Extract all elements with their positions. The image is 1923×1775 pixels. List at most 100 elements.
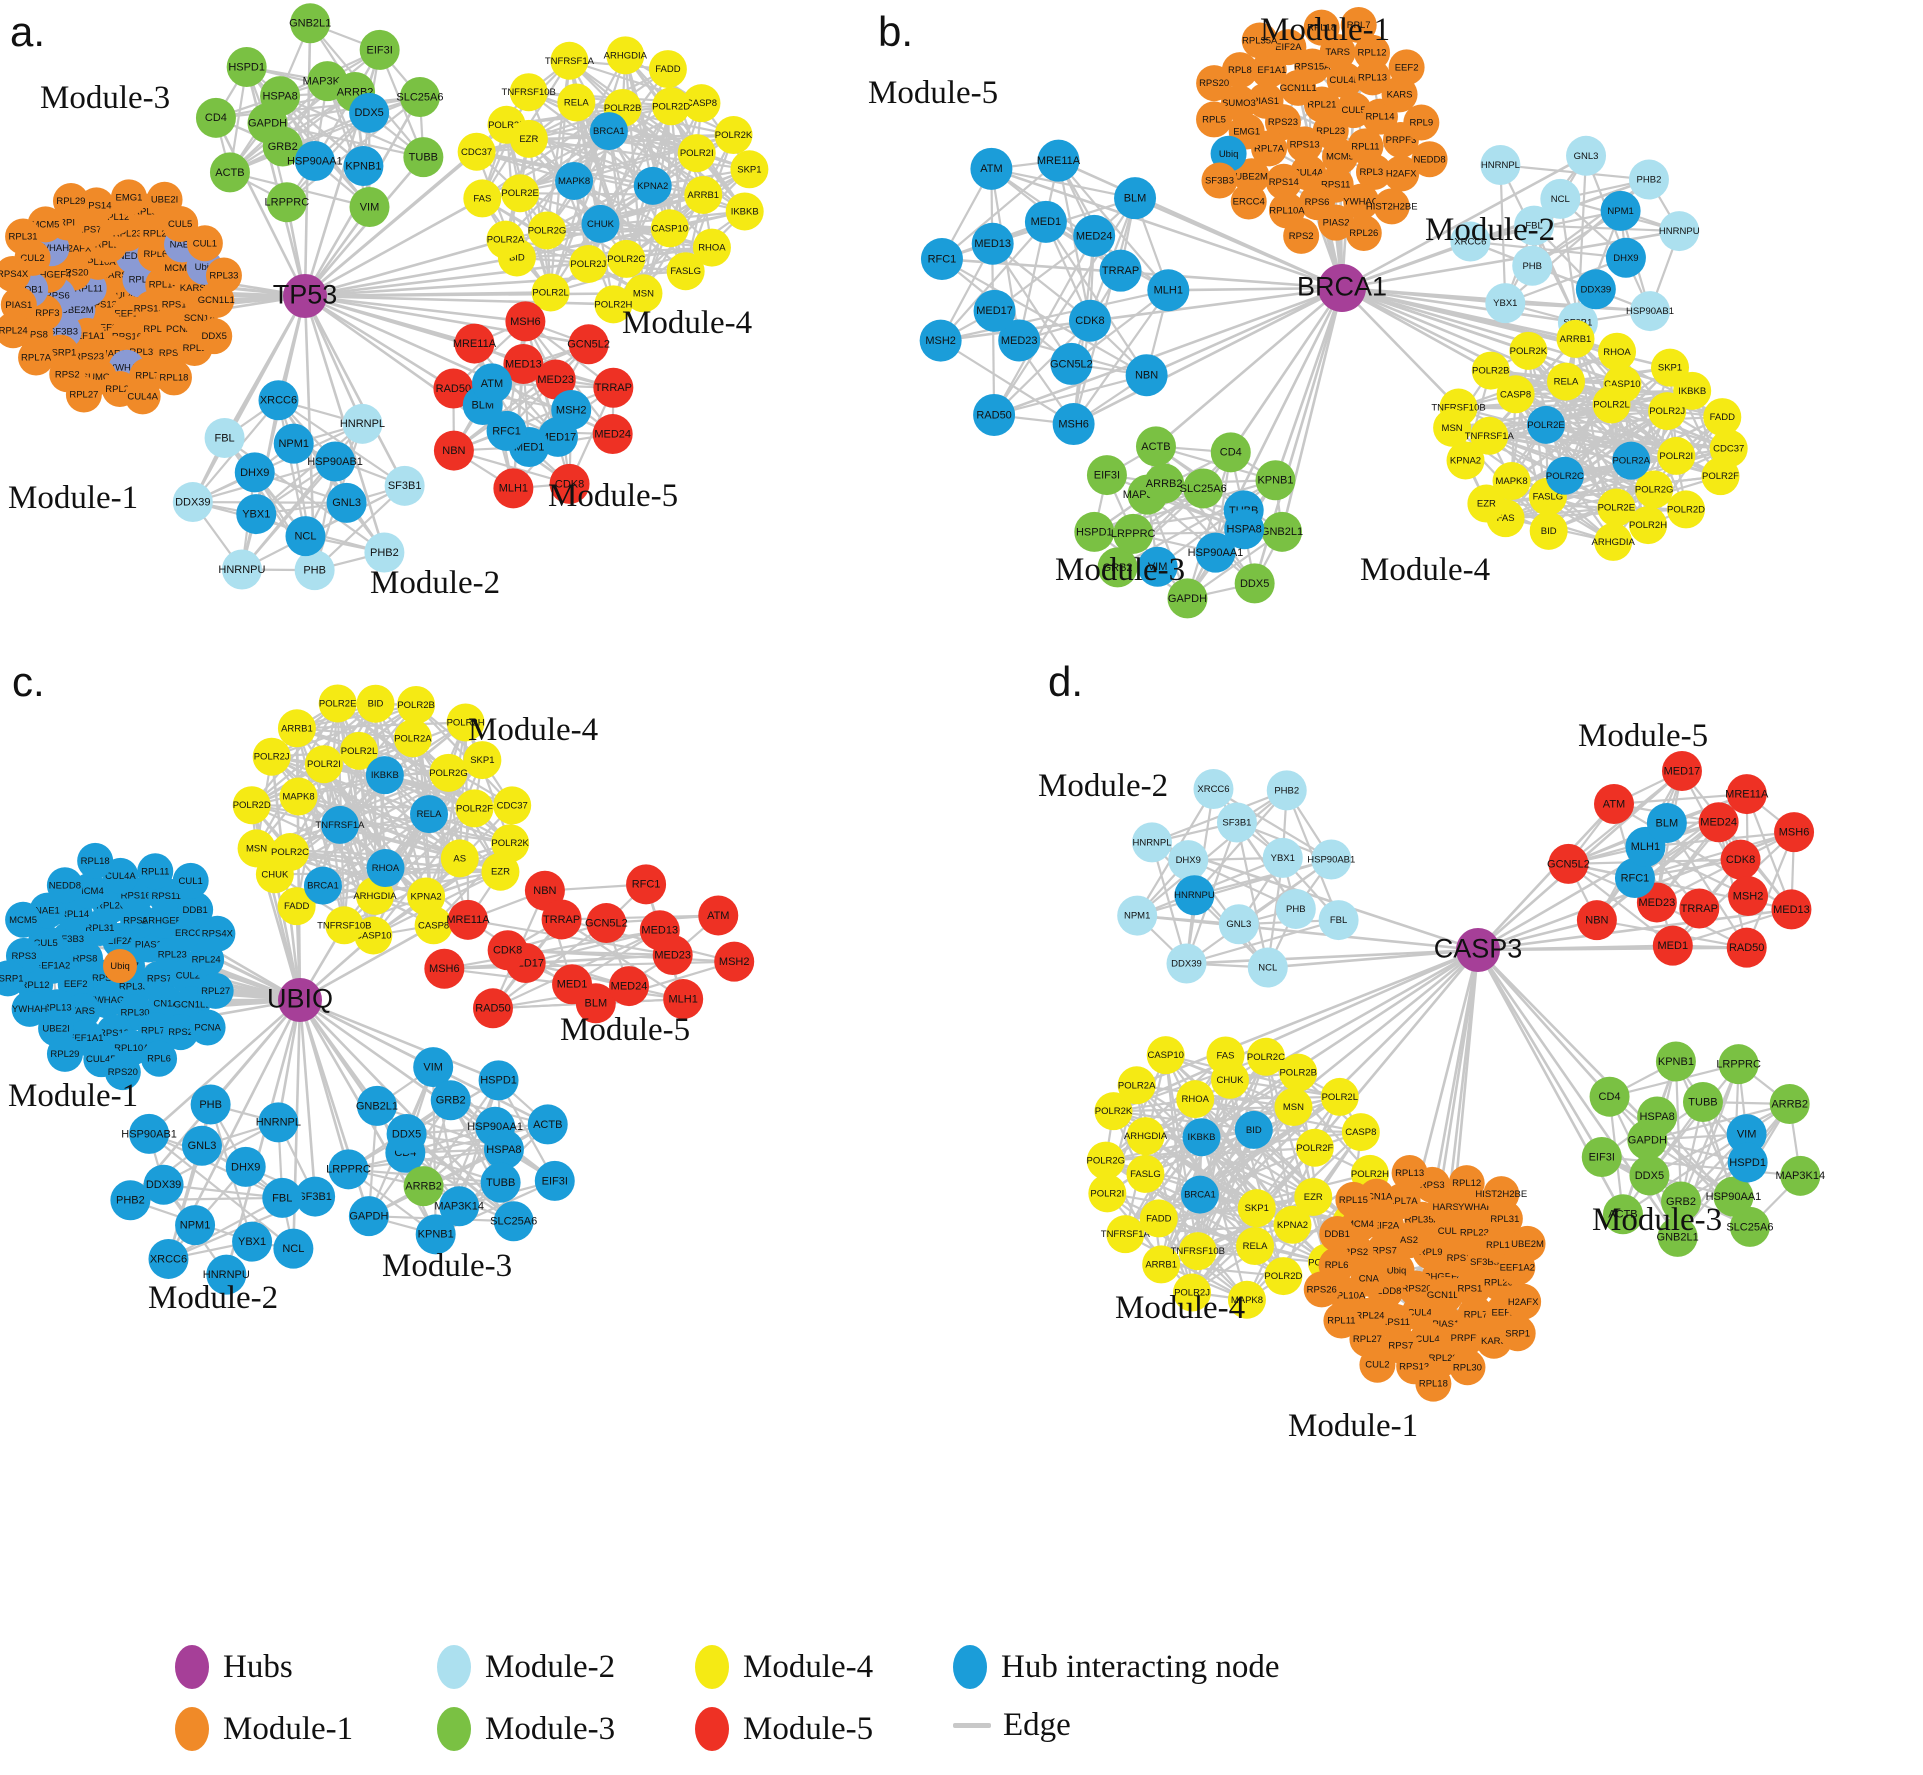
network-node-cdk8[interactable]: CDK8 <box>1720 839 1761 880</box>
network-node-chuk[interactable]: CHUK <box>1210 1060 1249 1099</box>
network-node-fbl[interactable]: FBL <box>262 1177 303 1218</box>
network-node-fadd[interactable]: FADD <box>1139 1199 1178 1238</box>
network-node-hnrnpu[interactable]: HNRNPU <box>218 549 266 590</box>
network-node-fbl[interactable]: FBL <box>1318 900 1359 941</box>
network-node-kpnb1[interactable]: KPNB1 <box>1655 1041 1696 1082</box>
network-node-lrpprc[interactable]: LRPPRC <box>1716 1044 1761 1085</box>
network-node-ncl[interactable]: NCL <box>1247 947 1288 988</box>
network-node-sf3b1[interactable]: SF3B1 <box>384 465 425 506</box>
network-node-nbn[interactable]: NBN <box>1125 354 1168 397</box>
network-node-eif3i[interactable]: EIF3I <box>1086 455 1127 496</box>
network-node-xrcc6[interactable]: XRCC6 <box>148 1238 189 1279</box>
network-node-polr2e[interactable]: POLR2E <box>1597 488 1636 527</box>
network-node-vim[interactable]: VIM <box>349 187 390 228</box>
network-node-rpl27[interactable]: RPL27 <box>65 376 102 413</box>
network-node-msn[interactable]: MSN <box>237 829 276 868</box>
network-node-cul1[interactable]: CUL1 <box>172 862 209 899</box>
network-node-faslg[interactable]: FASLG <box>666 252 705 291</box>
network-node-skp1[interactable]: SKP1 <box>1237 1189 1276 1228</box>
network-node-eif3i[interactable]: EIF3I <box>1581 1137 1622 1178</box>
network-node-trrap[interactable]: TRRAP <box>1679 888 1720 929</box>
network-node-med24[interactable]: MED24 <box>592 414 633 455</box>
network-node-ddx39[interactable]: DDX39 <box>172 482 213 523</box>
network-node-casp8[interactable]: CASP8 <box>1496 375 1535 414</box>
network-node-arhgdia[interactable]: ARHGDIA <box>604 36 648 75</box>
network-node-polr2c[interactable]: POLR2C <box>1247 1037 1285 1076</box>
network-node-bid[interactable]: BID <box>356 684 395 723</box>
network-node-rfc1[interactable]: RFC1 <box>920 238 963 281</box>
network-node-rela[interactable]: RELA <box>557 83 596 122</box>
network-node-rhoa[interactable]: RHOA <box>366 849 405 888</box>
network-node-hnrnpl[interactable]: HNRNPL <box>1132 822 1173 863</box>
network-node-as[interactable]: AS <box>440 839 479 878</box>
network-node-polr2j[interactable]: POLR2J <box>252 737 291 776</box>
network-node-rpl31[interactable]: RPL31 <box>5 218 42 255</box>
network-node-polr2g[interactable]: POLR2G <box>528 211 567 250</box>
network-node-rps20[interactable]: RPS20 <box>1196 65 1233 102</box>
network-node-ddx39[interactable]: DDX39 <box>143 1164 184 1205</box>
network-node-dhx9[interactable]: DHX9 <box>225 1146 266 1187</box>
network-node-fadd[interactable]: FADD <box>1703 398 1742 437</box>
network-node-fbl[interactable]: FBL <box>204 417 245 458</box>
network-node-rpl18[interactable]: RPL18 <box>77 842 114 879</box>
network-node-hspd1[interactable]: HSPD1 <box>478 1060 519 1101</box>
network-node-ubiq-center[interactable]: Ubiq <box>103 949 137 983</box>
network-node-polr2d[interactable]: POLR2D <box>233 786 271 825</box>
network-node-kpnb1[interactable]: KPNB1 <box>343 146 384 187</box>
network-node-mre11a[interactable]: MRE11A <box>1037 139 1081 182</box>
network-node-arrb1[interactable]: ARRB1 <box>277 709 316 748</box>
network-node-rfc1[interactable]: RFC1 <box>626 864 667 905</box>
network-node-bid[interactable]: BID <box>1529 511 1568 550</box>
network-node-blm[interactable]: BLM <box>1114 177 1157 220</box>
network-node-arrb2[interactable]: ARRB2 <box>403 1166 444 1207</box>
network-node-npm1[interactable]: NPM1 <box>175 1205 216 1246</box>
network-node-hspa8[interactable]: HSPA8 <box>260 76 301 117</box>
network-node-hsp90ab1[interactable]: HSP90AB1 <box>1626 291 1674 332</box>
network-node-rpl11[interactable]: RPL11 <box>137 853 174 890</box>
network-node-polr2f[interactable]: POLR2F <box>455 789 494 828</box>
network-node-casp10[interactable]: CASP10 <box>650 209 689 248</box>
network-node-chuk[interactable]: CHUK <box>581 204 620 243</box>
network-node-blm[interactable]: BLM <box>1646 803 1687 844</box>
network-node-ikbkb[interactable]: IKBKB <box>365 756 404 795</box>
network-node-fas[interactable]: FAS <box>463 179 502 218</box>
network-node-rpl18[interactable]: RPL18 <box>155 359 192 396</box>
network-node-actb[interactable]: ACTB <box>527 1104 568 1145</box>
network-node-cul2[interactable]: CUL2 <box>1359 1346 1396 1383</box>
network-node-map3k14[interactable]: MAP3K14 <box>1776 1155 1826 1196</box>
network-node-arrb2[interactable]: ARRB2 <box>1144 463 1185 504</box>
network-node-rela[interactable]: RELA <box>1546 362 1585 401</box>
network-node-gcn5l2[interactable]: GCN5L2 <box>1050 342 1093 385</box>
network-node-rpl15[interactable]: RPL15 <box>1335 1181 1372 1218</box>
network-node-med13[interactable]: MED13 <box>971 222 1014 265</box>
network-node-gnb2l1[interactable]: GNB2L1 <box>1261 511 1303 552</box>
network-node-atm[interactable]: ATM <box>471 363 512 404</box>
network-node-rpl5[interactable]: RPL5 <box>1196 101 1233 138</box>
network-node-hspa8[interactable]: HSPA8 <box>1637 1096 1678 1137</box>
network-node-phb[interactable]: PHB <box>1512 245 1553 286</box>
network-node-xrcc6[interactable]: XRCC6 <box>258 380 299 421</box>
network-node-ybx1[interactable]: YBX1 <box>1485 283 1526 324</box>
network-node-polr2i[interactable]: POLR2I <box>1657 436 1696 475</box>
network-node-h2afx[interactable]: H2AFX <box>1505 1283 1542 1320</box>
network-node-mlh1[interactable]: MLH1 <box>1147 269 1190 312</box>
network-node-rad50[interactable]: RAD50 <box>472 988 513 1029</box>
network-node-polr2g[interactable]: POLR2G <box>429 753 468 792</box>
network-node-arrb1[interactable]: ARRB1 <box>1556 319 1595 358</box>
network-node-rhoa[interactable]: RHOA <box>1176 1080 1215 1119</box>
network-node-phb[interactable]: PHB <box>1275 888 1316 929</box>
network-node-brca1[interactable]: BRCA1 <box>1180 1175 1219 1214</box>
network-node-cdk8[interactable]: CDK8 <box>487 930 528 971</box>
network-node-tubb[interactable]: TUBB <box>480 1162 521 1203</box>
network-node-polr2i[interactable]: POLR2I <box>304 745 343 784</box>
network-node-rps2[interactable]: RPS2 <box>1283 217 1320 254</box>
network-node-sf3b1[interactable]: SF3B1 <box>1216 802 1257 843</box>
network-node-med17[interactable]: MED17 <box>973 289 1016 332</box>
network-node-rpl26[interactable]: RPL26 <box>1345 214 1382 251</box>
network-node-gnl3[interactable]: GNL3 <box>181 1125 222 1166</box>
network-node-med1[interactable]: MED1 <box>1024 200 1067 243</box>
network-node-dhx9[interactable]: DHX9 <box>1605 237 1646 278</box>
network-node-dhx9[interactable]: DHX9 <box>234 452 275 493</box>
network-node-tubb[interactable]: TUBB <box>403 137 444 178</box>
network-node-msn[interactable]: MSN <box>1274 1088 1313 1127</box>
